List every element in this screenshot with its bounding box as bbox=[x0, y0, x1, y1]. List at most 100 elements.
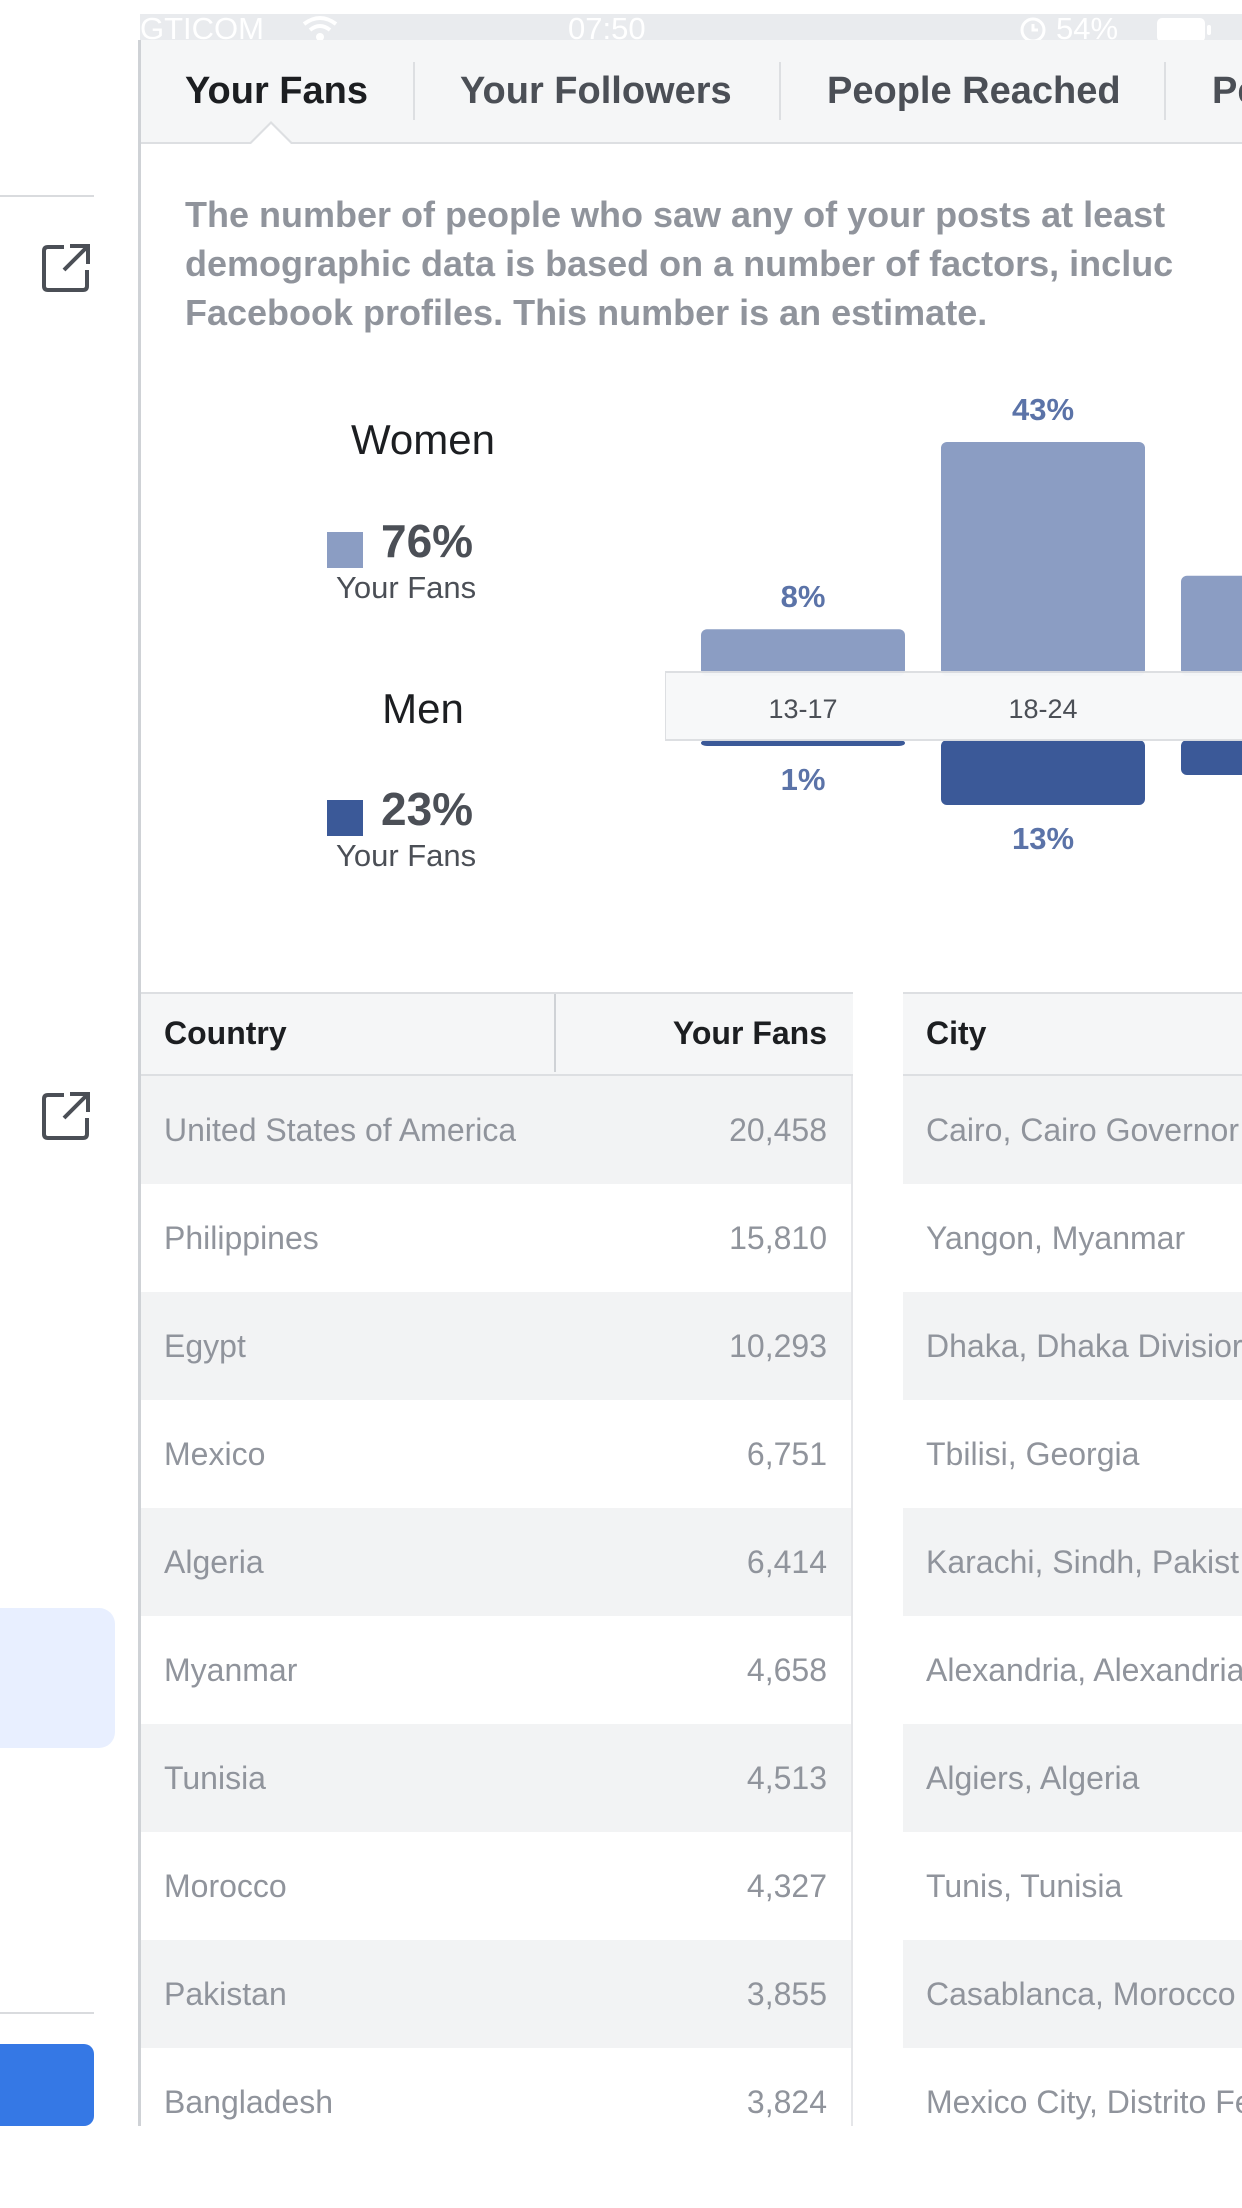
bar-men bbox=[941, 740, 1145, 805]
city-name: Tbilisi, Georgia bbox=[926, 1436, 1140, 1472]
table-row: Tunisia 4,513 bbox=[141, 1724, 853, 1832]
age-tick-label: 13-17 bbox=[768, 694, 837, 724]
left-divider bbox=[0, 195, 94, 197]
men-percent: 23% bbox=[381, 783, 474, 835]
women-title: Women bbox=[351, 416, 495, 463]
left-selected-item[interactable] bbox=[0, 1608, 115, 1748]
country-name: Pakistan bbox=[164, 1976, 287, 2012]
table-row: Bangladesh 3,824 bbox=[141, 2048, 853, 2126]
fan-count: 3,824 bbox=[746, 2084, 827, 2120]
tab-your-fans[interactable]: Your Fans bbox=[185, 70, 368, 112]
country-column-header[interactable]: Country bbox=[164, 1015, 287, 1051]
age-gender-chart: 13-17 8% 1% 18-24 43% 13% bbox=[665, 392, 1242, 856]
tab-bar: Your Fans Your Followers People Reached … bbox=[141, 40, 1242, 144]
table-row: Philippines 15,810 bbox=[141, 1184, 853, 1292]
table-row: Casablanca, Morocco bbox=[903, 1940, 1242, 2048]
status-bar: GTICOM 07:50 54% bbox=[140, 14, 1242, 44]
table-row: Yangon, Myanmar bbox=[903, 1184, 1242, 1292]
country-name: Mexico bbox=[164, 1436, 266, 1472]
country-table-body: United States of America 20,458 Philippine… bbox=[141, 1076, 853, 2126]
table-row: Mexico City, Distrito Fe bbox=[903, 2048, 1242, 2126]
bar-men bbox=[1181, 740, 1242, 775]
table-row: Tbilisi, Georgia bbox=[903, 1400, 1242, 1508]
table-row: Cairo, Cairo Governor bbox=[903, 1076, 1242, 1184]
tab-your-followers[interactable]: Your Followers bbox=[460, 70, 732, 112]
age-tick-label: 18-24 bbox=[1008, 694, 1077, 724]
city-column-header[interactable]: City bbox=[926, 1015, 987, 1051]
table-row: Mexico 6,751 bbox=[141, 1400, 853, 1508]
external-link-icon[interactable] bbox=[40, 242, 92, 294]
fan-count: 15,810 bbox=[729, 1220, 827, 1256]
tab-divider bbox=[1164, 62, 1166, 120]
city-table-body: Cairo, Cairo Governor Yangon, Myanmar Dhak… bbox=[903, 1076, 1242, 2126]
table-row: Egypt 10,293 bbox=[141, 1292, 853, 1400]
status-time: 07:50 bbox=[568, 14, 646, 44]
city-name: Tunis, Tunisia bbox=[926, 1868, 1123, 1904]
table-row: Algeria 6,414 bbox=[141, 1508, 853, 1616]
bar-women bbox=[701, 629, 905, 676]
active-tab-caret bbox=[251, 124, 291, 144]
bar-women bbox=[941, 442, 1145, 676]
city-name: Alexandria, Alexandria bbox=[926, 1652, 1242, 1688]
city-name: Karachi, Sindh, Pakist bbox=[926, 1544, 1240, 1580]
carrier-name: GTICOM bbox=[140, 14, 264, 44]
table-row: United States of America 20,458 bbox=[141, 1076, 853, 1184]
left-primary-button[interactable] bbox=[0, 2044, 94, 2126]
fan-count: 10,293 bbox=[729, 1328, 827, 1364]
fan-count: 20,458 bbox=[729, 1112, 827, 1148]
city-name: Dhaka, Dhaka Divisior bbox=[926, 1328, 1242, 1364]
women-data-label: 8% bbox=[781, 579, 826, 614]
men-data-label: 1% bbox=[781, 762, 826, 797]
chart-axis-band-overlay bbox=[665, 671, 1242, 741]
city-name: Algiers, Algeria bbox=[926, 1760, 1140, 1796]
women-percent: 76% bbox=[381, 515, 474, 567]
country-name: Algeria bbox=[164, 1544, 264, 1580]
fans-column-header[interactable]: Your Fans bbox=[672, 1015, 827, 1051]
battery-icon bbox=[1156, 16, 1212, 44]
women-subtitle: Your Fans bbox=[336, 570, 477, 605]
table-row: Alexandria, Alexandria bbox=[903, 1616, 1242, 1724]
country-name: Philippines bbox=[164, 1220, 319, 1256]
tab-divider bbox=[413, 62, 415, 120]
men-data-label: 13% bbox=[1012, 821, 1074, 856]
country-table: Country Your Fans United States of Ameri… bbox=[141, 992, 853, 2126]
fan-count: 6,414 bbox=[746, 1544, 827, 1580]
column-divider bbox=[554, 994, 556, 1072]
external-link-icon[interactable] bbox=[40, 1090, 92, 1142]
city-name: Cairo, Cairo Governor bbox=[926, 1112, 1239, 1148]
bar-men bbox=[701, 740, 905, 746]
table-row: Pakistan 3,855 bbox=[141, 1940, 853, 2048]
men-title: Men bbox=[382, 685, 464, 732]
wifi-icon bbox=[300, 14, 340, 44]
country-name: Tunisia bbox=[164, 1760, 266, 1796]
fan-count: 3,855 bbox=[746, 1976, 827, 2012]
city-name: Mexico City, Distrito Fe bbox=[926, 2084, 1242, 2120]
men-subtitle: Your Fans bbox=[336, 838, 477, 873]
city-table: City Cairo, Cairo Governor Yangon, Myanma… bbox=[903, 992, 1242, 2126]
bar-women bbox=[1181, 575, 1242, 676]
country-name: Myanmar bbox=[164, 1652, 298, 1688]
city-name: Casablanca, Morocco bbox=[926, 1976, 1236, 2012]
description-text: The number of people who saw any of your… bbox=[185, 194, 1174, 333]
tab-divider bbox=[779, 62, 781, 120]
tab-people-reached[interactable]: People Reached bbox=[827, 70, 1121, 112]
table-row: Morocco 4,327 bbox=[141, 1832, 853, 1940]
fan-count: 4,327 bbox=[746, 1868, 827, 1904]
demographics-popover: Your Fans Your Followers People Reached … bbox=[138, 40, 1242, 2126]
fan-count: 6,751 bbox=[746, 1436, 827, 1472]
fan-count: 4,513 bbox=[746, 1760, 827, 1796]
battery-percent: 54% bbox=[1056, 14, 1119, 44]
city-table-header: City bbox=[903, 992, 1242, 1076]
table-row: Algiers, Algeria bbox=[903, 1724, 1242, 1832]
left-divider bbox=[0, 2012, 94, 2014]
country-name: Morocco bbox=[164, 1868, 287, 1904]
women-data-label: 43% bbox=[1012, 392, 1074, 427]
country-name: Egypt bbox=[164, 1328, 246, 1364]
tab-overflow[interactable]: Pe bbox=[1212, 70, 1242, 112]
men-swatch bbox=[327, 800, 363, 836]
city-name: Yangon, Myanmar bbox=[926, 1220, 1186, 1256]
table-row: Tunis, Tunisia bbox=[903, 1832, 1242, 1940]
women-swatch bbox=[327, 532, 363, 568]
table-row: Dhaka, Dhaka Divisior bbox=[903, 1292, 1242, 1400]
country-table-header: Country Your Fans bbox=[141, 992, 853, 1076]
